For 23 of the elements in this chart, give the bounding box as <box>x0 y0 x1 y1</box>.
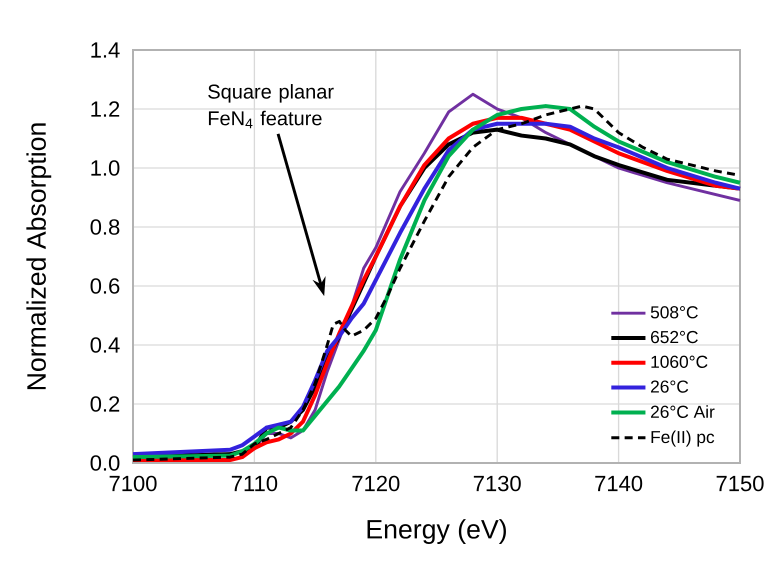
y-tick-label: 0.6 <box>90 278 120 294</box>
x-tick-label: 7110 <box>232 476 278 492</box>
y-tick-label: 0.2 <box>90 396 120 412</box>
legend-label: 1060°C <box>651 356 708 368</box>
y-tick-label: 0.4 <box>90 337 120 353</box>
x-tick-label: 7130 <box>474 476 521 492</box>
legend-label: Fe(II) pc <box>652 430 714 447</box>
x-tick-label: 7100 <box>110 476 157 492</box>
x-tick-label: 7150 <box>716 476 764 492</box>
x-tick-label: 7120 <box>352 476 400 492</box>
y-tick-label: 1.4 <box>91 42 120 58</box>
legend-label: 508°C <box>650 306 698 318</box>
y-tick-label: 0.8 <box>90 219 120 235</box>
legend-label: 652°C <box>651 330 698 344</box>
legend-label: 26°C <box>651 380 688 393</box>
x-axis-title: Energy (eV) <box>368 519 506 544</box>
annotation: Square planar FeN$_{4}$ feature <box>208 84 334 128</box>
y-tick-label: 0.0 <box>90 455 120 471</box>
y-tick-label: 1.0 <box>91 160 120 176</box>
y-axis-title: Normalized Absorption <box>26 123 52 390</box>
y-tick-label: 1.2 <box>91 101 120 117</box>
legend-label: 26°C Air <box>651 405 715 418</box>
x-tick-label: 7140 <box>595 476 642 492</box>
